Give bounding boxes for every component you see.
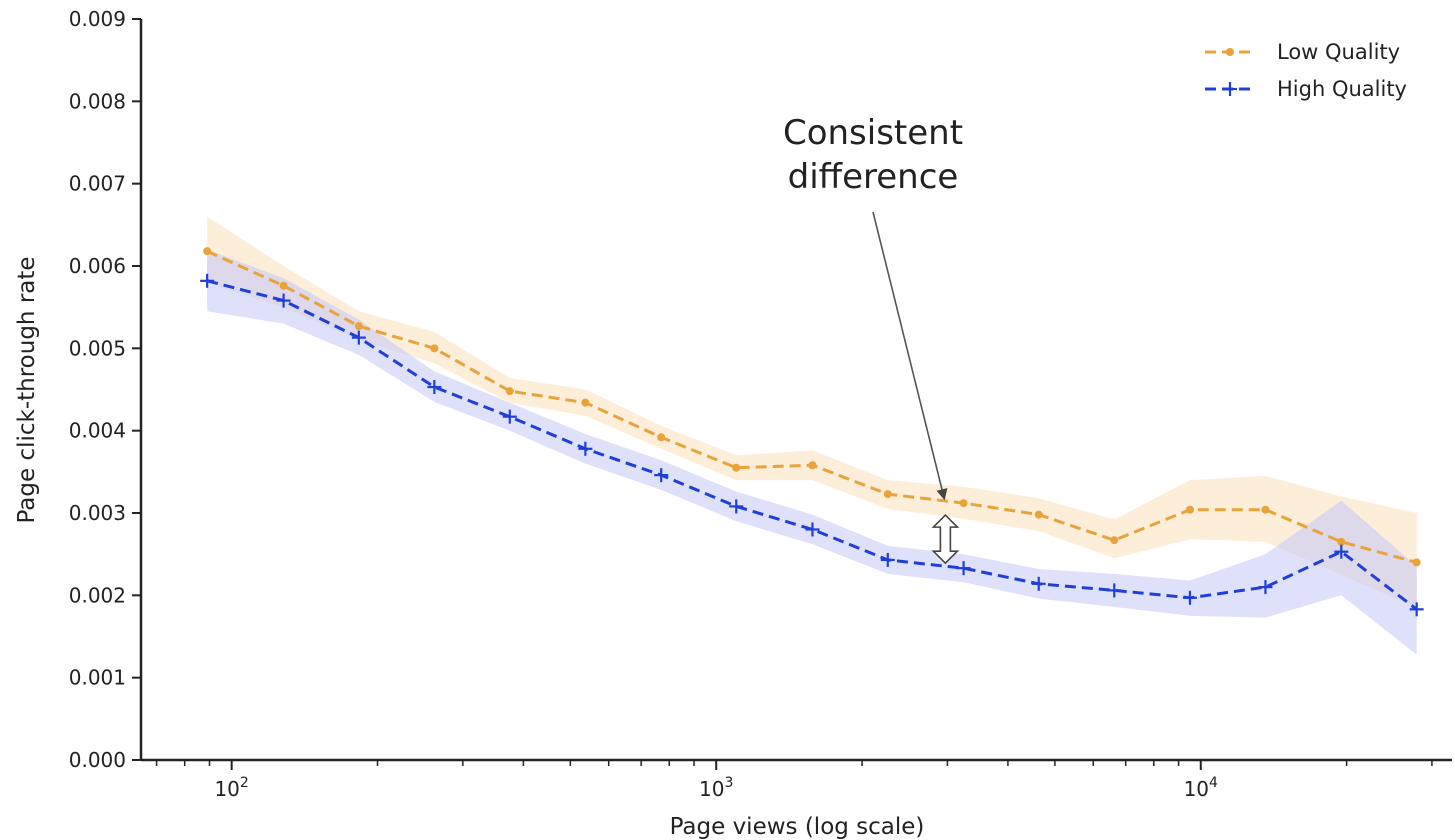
y-tick-label: 0.008	[69, 89, 126, 113]
x-tick-label: 103	[699, 775, 733, 801]
point-low-quality	[505, 387, 514, 396]
y-tick-label: 0.000	[69, 748, 126, 772]
x-tick-label: 104	[1184, 775, 1218, 801]
y-axis-title: Page click-through rate	[14, 256, 40, 523]
point-high-quality	[502, 409, 517, 424]
y-tick-label: 0.006	[69, 254, 126, 278]
point-low-quality	[657, 433, 666, 442]
point-high-quality	[1031, 576, 1046, 591]
point-high-quality	[880, 552, 895, 567]
point-high-quality	[1409, 602, 1424, 617]
point-low-quality	[203, 247, 212, 256]
point-low-quality	[1261, 505, 1270, 514]
legend-marker-dot	[1226, 48, 1234, 56]
series-markers	[200, 247, 1424, 617]
point-low-quality	[1337, 537, 1346, 546]
annotation: Consistent difference	[783, 113, 963, 197]
point-high-quality	[351, 330, 366, 345]
point-low-quality	[959, 499, 968, 508]
point-low-quality	[581, 398, 590, 407]
x-tick-label: 102	[214, 775, 248, 801]
point-low-quality	[1034, 510, 1043, 519]
point-low-quality	[808, 461, 817, 470]
y-tick-label: 0.007	[69, 172, 126, 196]
annotation-line-2: difference	[788, 157, 959, 197]
point-high-quality	[654, 468, 669, 483]
axes	[139, 19, 1452, 762]
point-low-quality	[732, 463, 741, 472]
point-low-quality	[1412, 558, 1421, 567]
point-low-quality	[1185, 505, 1194, 514]
series-lines	[206, 249, 1418, 611]
point-high-quality	[200, 273, 215, 288]
point-high-quality	[276, 293, 291, 308]
x-axis-title: Page views (log scale)	[670, 814, 925, 840]
annotation-pointer-arrow	[872, 211, 948, 501]
legend: Low Quality High Quality	[1277, 40, 1407, 101]
point-low-quality	[354, 322, 363, 331]
point-high-quality	[1334, 544, 1349, 559]
point-low-quality	[279, 281, 288, 290]
x-axis-ticks: 102 103 104	[155, 760, 1433, 801]
confidence-bands	[207, 216, 1417, 655]
legend-label-low-quality: Low Quality	[1277, 40, 1400, 64]
point-high-quality	[729, 499, 744, 514]
point-high-quality	[1182, 590, 1197, 605]
legend-label-high-quality: High Quality	[1277, 77, 1407, 101]
series-line-high-quality	[206, 279, 1418, 611]
y-tick-label: 0.009	[69, 7, 126, 31]
point-low-quality	[430, 344, 439, 353]
point-high-quality	[578, 441, 593, 456]
point-high-quality	[427, 380, 442, 395]
annotation-line-1: Consistent	[783, 113, 963, 153]
y-tick-label: 0.004	[69, 419, 126, 443]
y-tick-label: 0.005	[69, 336, 126, 360]
y-tick-label: 0.003	[69, 501, 126, 525]
difference-double-arrow	[931, 513, 960, 565]
y-axis-ticks: 0.000 0.001 0.002 0.003 0.004 0.005 0.006 0.007…	[69, 7, 141, 772]
legend-marker-plus	[1223, 82, 1237, 96]
point-high-quality	[805, 522, 820, 537]
point-high-quality	[956, 561, 971, 576]
point-low-quality	[1110, 536, 1119, 545]
ci-band-low-quality	[207, 216, 1417, 608]
point-low-quality	[883, 490, 892, 499]
annotation-arrows	[872, 211, 960, 565]
point-high-quality	[1107, 583, 1122, 598]
y-tick-label: 0.002	[69, 583, 126, 607]
legend-markers	[1205, 48, 1255, 96]
point-high-quality	[1258, 580, 1273, 595]
y-tick-label: 0.001	[69, 666, 126, 690]
